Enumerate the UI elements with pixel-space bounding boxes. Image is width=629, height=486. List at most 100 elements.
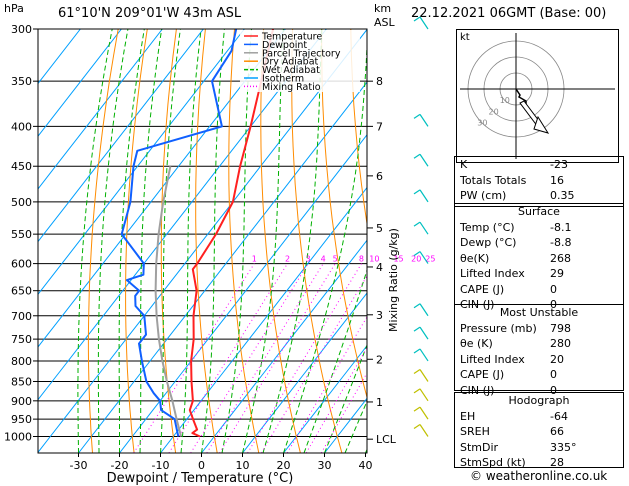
wet-adiabat-line [97, 29, 129, 453]
isotherm-line [324, 397, 367, 453]
x-tick-label: -20 [111, 459, 129, 472]
surface-value: -8.1 [550, 220, 572, 234]
mixing-ratio-label: 25 [425, 255, 435, 264]
wind-barb-flag [413, 388, 421, 394]
mixing-ratio-label: 1 [252, 255, 257, 264]
most-unstable-label: CAPE (J) [460, 368, 505, 381]
wet-adiabat-line [118, 29, 145, 453]
most-unstable-label: Lifted Index [460, 352, 525, 366]
pressure-tick-label: 650 [11, 285, 32, 298]
legend-box [240, 30, 360, 92]
dry-adiabat-line [350, 29, 367, 227]
mixing-ratio-label: 2 [285, 255, 290, 264]
hodograph-row: SREH 66 [455, 424, 623, 440]
mixing-ratio-label: 4 [321, 255, 326, 264]
isotherm-line [38, 29, 327, 401]
legend-label: Dewpoint [262, 40, 307, 51]
most-unstable-value: 0 [550, 368, 557, 381]
isotherm-line [283, 344, 367, 453]
dry-adiabat-line [87, 29, 119, 453]
km-unit: km [374, 2, 392, 15]
most-unstable-label: Pressure (mb) [460, 321, 537, 335]
wind-barb [419, 388, 429, 402]
isotherm-line [38, 29, 286, 348]
legend-label: Dry Adiabat [262, 57, 319, 68]
wind-barb [419, 221, 429, 235]
pressure-tick-label: 600 [11, 258, 32, 271]
wind-barb-flag [413, 16, 421, 22]
pressure-tick-label: 300 [11, 23, 32, 36]
wind-barb [419, 348, 429, 362]
wind-barb-flag [413, 303, 421, 309]
mixing-ratio-label: 15 [393, 255, 403, 264]
hodograph-row: StmSpd (kt) 28 [455, 455, 623, 471]
wind-barb [419, 326, 429, 340]
isotherm-line [242, 292, 367, 453]
index-label: K [460, 158, 468, 171]
hodograph-value: 28 [550, 456, 564, 469]
most-unstable-row: Pressure (mb) 798 [455, 321, 623, 337]
index-row: PW (cm) 0.35 [455, 188, 623, 204]
dry-adiabat-line [228, 29, 260, 453]
index-value: 16 [550, 173, 564, 187]
date-info: 22.12.2021 06GMT (Base: 00) [411, 6, 607, 21]
dry-adiabat-line [160, 29, 177, 453]
most-unstable-row: CAPE (J) 0 [455, 367, 623, 383]
surface-value: 268 [550, 251, 571, 265]
hodograph-label: StmSpd (kt) [460, 456, 526, 469]
hodograph-label: EH [460, 409, 476, 423]
index-row: K -23 [455, 157, 623, 173]
wet-adiabat-line [303, 268, 367, 453]
legend-label: Parcel Trajectory [262, 48, 341, 59]
hodograph-ring-label: 20 [489, 107, 499, 116]
km-tick-label: 5 [376, 222, 383, 235]
wet-adiabat-line [283, 37, 367, 453]
km-tick-label: 4 [376, 261, 383, 274]
hodograph-row: StmDir 335° [455, 440, 623, 456]
surface-row: θe(K) 268 [455, 251, 623, 267]
km-tick-label: 1 [376, 396, 383, 409]
hodograph-table: Hodograph EH -64 SREH 66 StmDir 335° StmSpd (k… [454, 392, 624, 471]
hodograph-title: Hodograph [508, 394, 570, 407]
pressure-tick-label: 800 [11, 355, 32, 368]
wind-barb [419, 16, 429, 30]
hodograph-label: SREH [460, 425, 490, 438]
x-tick-label: 30 [318, 459, 332, 472]
surface-label: Temp (°C) [460, 220, 515, 234]
most-unstable-row: θe (K) 280 [455, 336, 623, 352]
wind-barb-flag [413, 153, 421, 159]
km-tick-label: LCL [376, 433, 397, 446]
index-value: 0.35 [550, 189, 575, 202]
surface-value: 29 [550, 267, 564, 280]
km-tick-label: 6 [376, 170, 383, 183]
most-unstable-label: CIN (J) [460, 383, 495, 397]
mixing-ratio-label: 10 [369, 255, 379, 264]
surface-value: 0 [550, 282, 557, 296]
hodograph-label: StmDir [460, 440, 499, 454]
isotherm-line [119, 134, 367, 453]
wet-adiabat-line [77, 29, 113, 453]
mixing-ratio-label: 8 [359, 255, 364, 264]
wet-adiabat-line [180, 29, 202, 453]
pressure-tick-label: 350 [11, 75, 32, 88]
pressure-tick-label: 750 [11, 333, 32, 346]
surface-row: Temp (°C) -8.1 [455, 220, 623, 236]
mixing-ratio-label: 20 [411, 255, 421, 264]
dry-adiabat-line [260, 29, 301, 453]
pressure-tick-label: 900 [11, 395, 32, 408]
most-unstable-value: 0 [550, 383, 557, 397]
index-label: PW (cm) [460, 189, 507, 202]
wet-adiabat-line [201, 29, 225, 453]
x-tick-label: 20 [277, 459, 291, 472]
hodograph-value: 335° [550, 440, 577, 454]
isotherm-line [38, 29, 367, 453]
surface-title: Surface [518, 205, 560, 218]
wind-barb-flag [413, 189, 421, 195]
asl-unit: ASL [374, 16, 395, 29]
surface-label: θe(K) [460, 251, 490, 265]
mixing-ratio-line [190, 263, 309, 453]
wind-barb-flag [413, 406, 421, 412]
wet-adiabat-line [262, 29, 323, 453]
mixing-ratio-line [219, 263, 336, 453]
